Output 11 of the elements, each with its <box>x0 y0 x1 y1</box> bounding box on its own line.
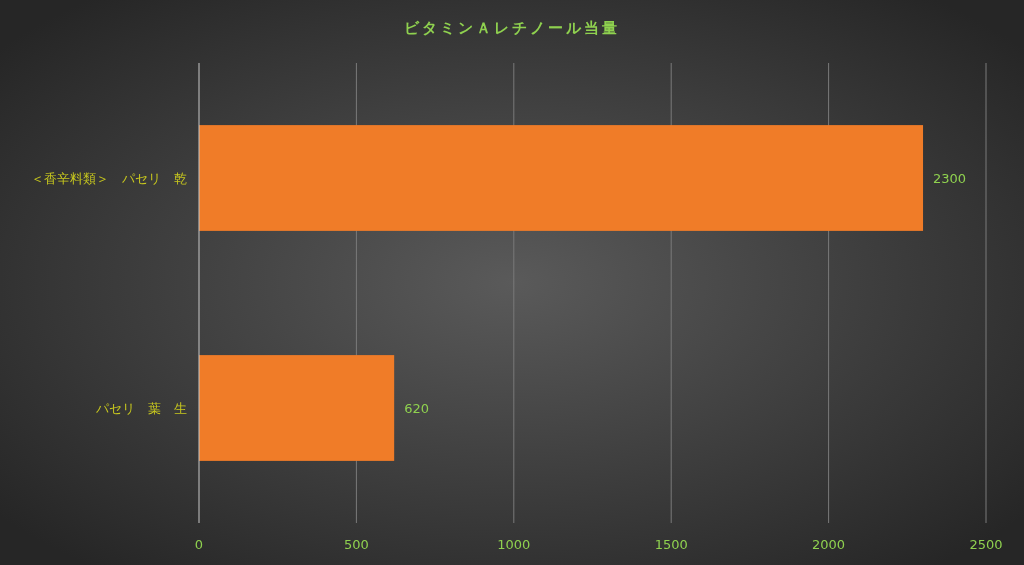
x-tick-label: 2500 <box>969 537 1003 552</box>
x-tick-label: 0 <box>194 537 204 552</box>
x-tick-label: 2000 <box>812 537 846 552</box>
chart-title: ビタミンＡレチノール当量 <box>404 19 620 37</box>
data-label: 620 <box>404 401 429 416</box>
x-tick-label: 500 <box>343 537 369 552</box>
x-tick-label: 1500 <box>654 537 688 552</box>
x-tick-label: 1000 <box>497 537 531 552</box>
y-tick-label: パセリ 葉 生 <box>95 401 187 416</box>
data-label: 2300 <box>933 171 967 186</box>
y-tick-label: ＜香辛料類＞ パセリ 乾 <box>31 171 187 186</box>
